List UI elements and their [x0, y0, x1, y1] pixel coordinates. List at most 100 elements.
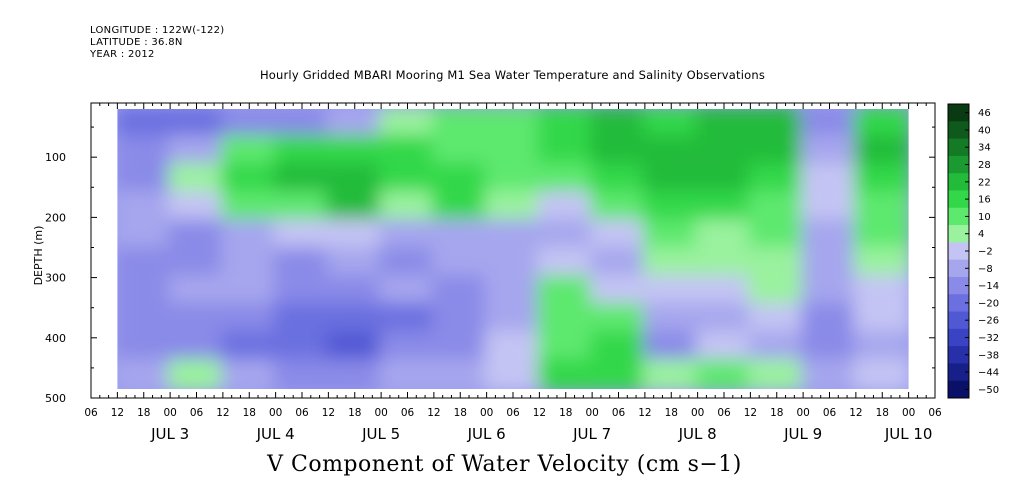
colorbar-label: 34	[978, 143, 991, 154]
heatmap-cell	[220, 191, 278, 223]
heatmap-cell	[484, 274, 542, 307]
heatmap-cell	[642, 135, 700, 168]
heatmap-cell	[273, 135, 331, 168]
heatmap-cell	[168, 219, 225, 251]
heatmap-cell	[695, 358, 753, 389]
heatmap-cell	[853, 109, 909, 140]
heatmap-cell	[220, 330, 278, 363]
x-hour-label: 00	[796, 407, 809, 419]
heatmap-cell	[379, 135, 436, 168]
colorbar-swatch	[948, 380, 969, 399]
heatmap-cell	[748, 109, 806, 140]
heatmap-cell	[273, 219, 331, 251]
colorbar-swatch	[948, 363, 969, 382]
heatmap-cell	[590, 109, 647, 140]
colorbar-swatch	[948, 259, 969, 278]
heatmap-cell	[642, 330, 700, 363]
heatmap-cell	[431, 246, 489, 279]
heatmap-cell	[273, 274, 331, 307]
heatmap-cell	[642, 302, 700, 335]
x-hour-label: 18	[770, 407, 783, 419]
colorbar-swatch	[948, 294, 969, 313]
x-hour-label: 18	[665, 407, 678, 419]
heatmap-cell	[326, 191, 384, 223]
x-hour-label: 06	[506, 407, 520, 419]
heatmap-cell	[642, 109, 700, 140]
heatmap-cell	[431, 163, 489, 196]
colorbar-swatch	[948, 346, 969, 364]
colorbar-swatch	[948, 207, 969, 226]
heatmap-cell	[537, 135, 595, 168]
heatmap-cell	[590, 163, 647, 196]
heatmap-cell	[220, 219, 278, 251]
colorbar-label: −8	[978, 264, 993, 275]
heatmap-cell	[853, 330, 909, 363]
heatmap-cell	[484, 302, 542, 335]
colorbar-label: −44	[978, 368, 999, 379]
heatmap-cell	[168, 274, 225, 307]
heatmap-cell	[695, 219, 753, 251]
colorbar-label: −20	[978, 298, 999, 309]
heatmap-cell	[379, 302, 436, 335]
heatmap-cell	[590, 191, 647, 223]
x-hour-label: 00	[691, 407, 704, 419]
heatmap-cell	[484, 135, 542, 168]
heatmap-cell	[484, 191, 542, 223]
heatmap-cell	[379, 109, 436, 140]
heatmap-cell	[642, 246, 700, 279]
heatmap-cell	[273, 163, 331, 196]
heatmap-cell	[168, 109, 225, 140]
heatmap-cell	[484, 163, 542, 196]
heatmap-cell	[117, 191, 173, 223]
heatmap-cell	[801, 246, 858, 279]
y-axis-label: DEPTH (m)	[32, 226, 45, 286]
x-hour-label: 12	[638, 407, 651, 419]
x-hour-label: 12	[216, 407, 229, 419]
heatmap-cell	[379, 246, 436, 279]
heatmap-cell	[326, 246, 384, 279]
heatmap-cell	[748, 246, 806, 279]
heatmap-cell	[326, 135, 384, 168]
heatmap-cell	[431, 330, 489, 363]
x-day-label: JUL 8	[678, 425, 717, 443]
heatmap-cell	[431, 358, 489, 389]
x-hour-label: 18	[243, 407, 256, 419]
x-hour-label: 12	[744, 407, 757, 419]
heatmap-cell	[117, 246, 173, 279]
colorbar-label: 10	[978, 212, 991, 223]
heatmap-cell	[431, 302, 489, 335]
heatmap-cell	[695, 274, 753, 307]
heatmap-cell	[117, 109, 173, 140]
x-hour-label: 18	[137, 407, 150, 419]
heatmap-cell	[590, 135, 647, 168]
heatmap-cell	[326, 163, 384, 196]
x-day-label: JUL 6	[467, 425, 506, 443]
heatmap-cell	[590, 302, 647, 335]
x-hour-label: 12	[111, 407, 124, 419]
heatmap-cell	[326, 109, 384, 140]
colorbar-label: 40	[978, 125, 991, 136]
heatmap-cell	[590, 246, 647, 279]
heatmap-cell	[117, 302, 173, 335]
heatmap-cell	[484, 109, 542, 140]
colorbar-label: 28	[978, 160, 991, 171]
heatmap-cell	[117, 219, 173, 251]
heatmap-cell	[590, 274, 647, 307]
heatmap-cell	[220, 135, 278, 168]
heatmap-cell	[379, 163, 436, 196]
heatmap-cell	[642, 163, 700, 196]
heatmap-cell	[642, 191, 700, 223]
colorbar-swatch	[948, 155, 969, 174]
heatmap-cell	[853, 358, 909, 389]
heatmap-cell	[220, 302, 278, 335]
heatmap-cell	[748, 191, 806, 223]
colorbar-swatch	[948, 276, 969, 295]
x-hour-label: 00	[374, 407, 387, 419]
x-hour-label: 12	[533, 407, 546, 419]
year-label: YEAR : 2012	[90, 49, 155, 60]
heatmap-cell	[220, 109, 278, 140]
heatmap-cell	[168, 358, 225, 389]
heatmap-cell	[220, 358, 278, 389]
heatmap-cell	[801, 330, 858, 363]
heatmap-cell	[326, 330, 384, 363]
